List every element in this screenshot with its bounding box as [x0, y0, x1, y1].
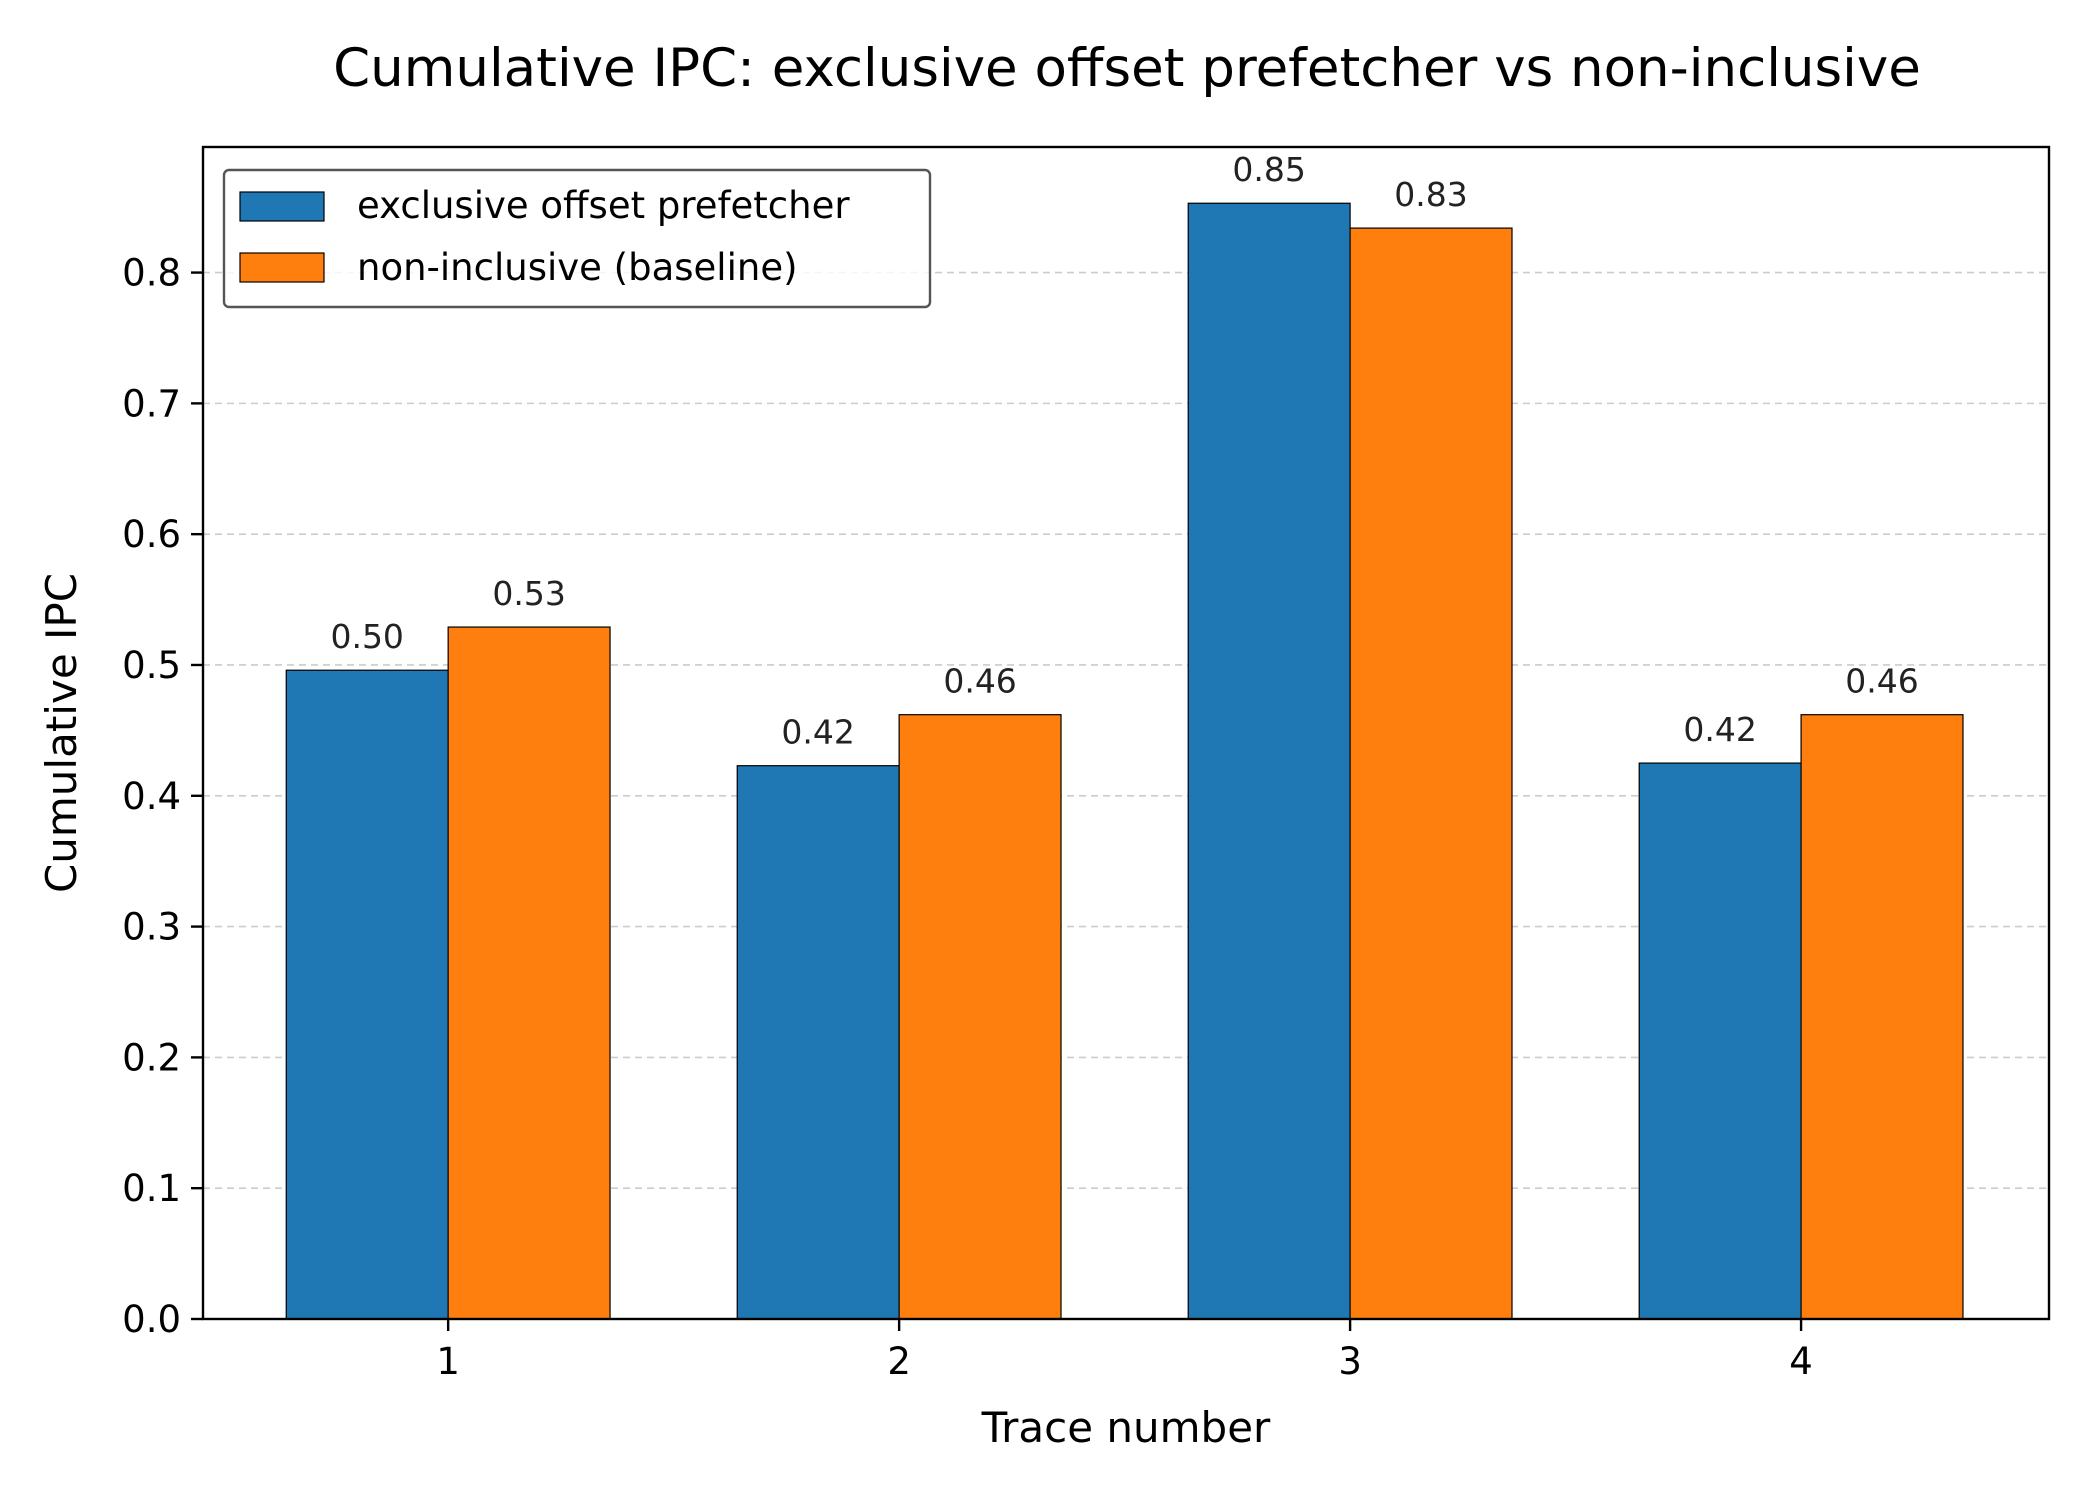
plot-frame — [201, 145, 2051, 1321]
x-tick-label: 4 — [1789, 1340, 1813, 1383]
y-tick-label: 0.1 — [122, 1167, 181, 1210]
x-tick-label: 2 — [887, 1340, 911, 1383]
data-label-exclusive-offset-prefetcher-trace-4: 0.42 — [1683, 710, 1756, 749]
x-axis-ticks: 1 2 3 4 — [436, 1319, 1813, 1383]
data-label-non-inclusive-baseline-trace-3: 0.83 — [1394, 175, 1467, 214]
data-label-exclusive-offset-prefetcher-trace-2: 0.42 — [781, 713, 854, 752]
data-label-non-inclusive-baseline-trace-2: 0.46 — [943, 662, 1016, 701]
data-label-exclusive-offset-prefetcher-trace-3: 0.85 — [1232, 150, 1305, 189]
bar-exclusive-offset-prefetcher-trace-3 — [1187, 202, 1351, 1320]
data-label-non-inclusive-baseline-trace-1: 0.53 — [492, 574, 565, 613]
bar-exclusive-offset-prefetcher-trace-4 — [1638, 762, 1802, 1320]
y-tick-label: 0.2 — [122, 1036, 181, 1079]
data-label-non-inclusive-baseline-trace-4: 0.46 — [1845, 662, 1918, 701]
y-tick-label: 0.7 — [122, 382, 181, 425]
bar-non-inclusive-baseline-trace-1 — [447, 626, 611, 1320]
chart-title: Cumulative IPC: exclusive offset prefetc… — [333, 38, 1921, 99]
y-tick-label: 0.8 — [122, 252, 181, 295]
bar-exclusive-offset-prefetcher-trace-2 — [736, 765, 900, 1320]
y-tick-label: 0.4 — [122, 775, 181, 818]
legend-label-non-inclusive-baseline: non-inclusive (baseline) — [357, 246, 798, 289]
data-labels: 0.50 0.42 0.85 0.42 0.53 0.46 0.83 0.46 — [330, 150, 1918, 751]
x-axis-label: Trace number — [981, 1403, 1271, 1452]
legend-swatch-non-inclusive-baseline — [239, 252, 325, 283]
bar-non-inclusive-baseline-trace-3 — [1349, 227, 1513, 1320]
bar-non-inclusive-baseline-trace-4 — [1800, 714, 1964, 1320]
x-tick-label: 1 — [436, 1340, 460, 1383]
bar-exclusive-offset-prefetcher-trace-1 — [285, 669, 449, 1320]
bar-non-inclusive-baseline-trace-2 — [898, 714, 1062, 1320]
y-tick-label: 0.5 — [122, 644, 181, 687]
legend-box — [222, 168, 932, 309]
y-axis-label: Cumulative IPC — [37, 573, 86, 893]
legend-swatch-exclusive-offset-prefetcher — [239, 191, 325, 222]
bars — [285, 202, 1964, 1320]
x-tick-label: 3 — [1338, 1340, 1362, 1383]
y-tick-label: 0.0 — [122, 1298, 181, 1341]
y-axis-ticks: 0.0 0.1 0.2 0.3 0.4 0.5 0.6 0.7 0.8 — [122, 252, 203, 1341]
data-label-exclusive-offset-prefetcher-trace-1: 0.50 — [330, 617, 403, 656]
legend: exclusive offset prefetcher non-inclusiv… — [222, 168, 932, 309]
y-tick-label: 0.6 — [122, 513, 181, 556]
y-tick-label: 0.3 — [122, 906, 181, 949]
legend-label-exclusive-offset-prefetcher: exclusive offset prefetcher — [357, 184, 850, 227]
